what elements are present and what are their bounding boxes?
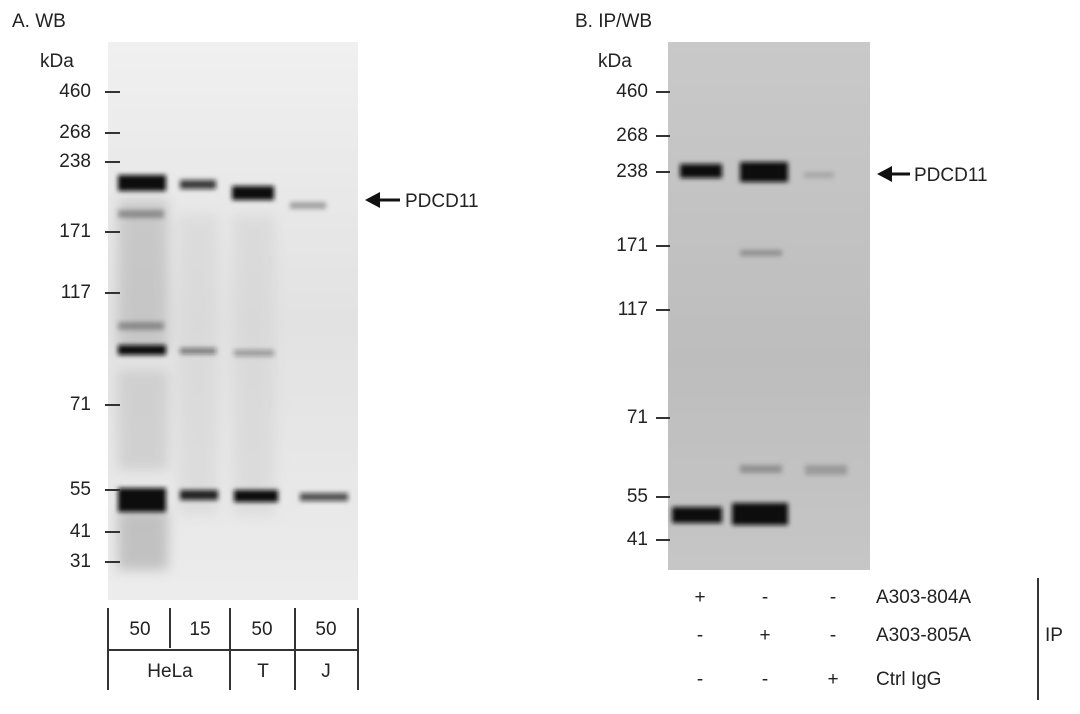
marker-label: 41 <box>627 529 648 550</box>
marker-label: 117 <box>618 299 648 320</box>
marker-label: 460 <box>59 81 91 102</box>
marker-label: 31 <box>70 551 91 572</box>
marker-label: 55 <box>70 479 91 500</box>
ip-sign: + <box>694 587 705 608</box>
ip-sign: - <box>762 587 768 608</box>
blot-a <box>108 42 358 600</box>
cell-line: J <box>321 661 331 682</box>
marker-label: 238 <box>616 161 648 182</box>
arrow-a <box>365 192 400 208</box>
ip-sign: - <box>762 669 768 690</box>
marker-label: 71 <box>627 407 648 428</box>
cell-line: HeLa <box>147 661 193 682</box>
marker-label: 171 <box>616 235 648 256</box>
marker-label: 268 <box>59 122 91 143</box>
marker-label: 460 <box>616 81 648 102</box>
lane-amount: 15 <box>189 619 210 640</box>
unit-label: kDa <box>40 51 74 72</box>
panel-label: A. WB <box>12 11 66 32</box>
marker-label: 117 <box>61 282 91 303</box>
ip-sign: + <box>827 669 838 690</box>
ip-sign: - <box>697 625 703 646</box>
lane-amount: 50 <box>129 619 150 640</box>
ip-sign: - <box>697 669 703 690</box>
ip-sign: + <box>759 625 770 646</box>
blot-b <box>668 42 870 570</box>
group-label: IP <box>1045 625 1063 646</box>
panel-label: B. IP/WB <box>575 11 652 32</box>
marker-label: 238 <box>59 151 91 172</box>
lane-table-a <box>107 608 359 690</box>
lane-amount: 50 <box>315 619 336 640</box>
marker-label: 71 <box>70 394 91 415</box>
unit-label: kDa <box>598 51 632 72</box>
lane-amount: 50 <box>251 619 272 640</box>
marker-label: 41 <box>70 521 91 542</box>
ip-sign: - <box>830 625 836 646</box>
cell-line: T <box>257 661 269 682</box>
marker-label: 268 <box>616 125 648 146</box>
target-label: PDCD11 <box>405 191 479 212</box>
ip-antibody: A303-804A <box>876 587 971 608</box>
marker-label: 55 <box>627 486 648 507</box>
ip-sign: - <box>830 587 836 608</box>
arrow-b <box>877 166 910 182</box>
ip-antibody: A303-805A <box>876 625 971 646</box>
marker-label: 171 <box>59 221 91 242</box>
ip-antibody: Ctrl IgG <box>876 669 941 690</box>
target-label: PDCD11 <box>914 165 988 186</box>
